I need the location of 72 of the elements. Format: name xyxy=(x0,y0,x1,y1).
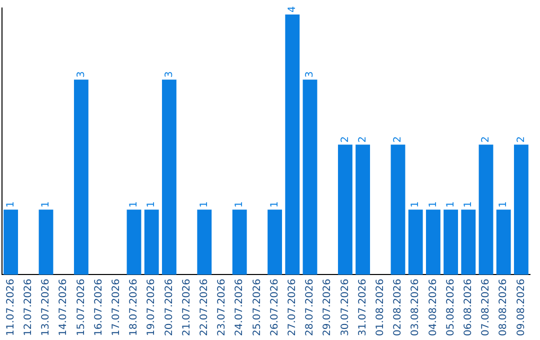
data-label: 1 xyxy=(234,201,246,208)
bar xyxy=(268,210,282,275)
bar xyxy=(390,144,406,275)
x-tick-label: 23.07.2026 xyxy=(216,278,228,336)
x-tick-label: 17.07.2026 xyxy=(110,278,122,336)
bar xyxy=(285,14,300,275)
x-tick-label: 05.08.2026 xyxy=(445,278,456,336)
bar xyxy=(426,210,440,275)
data-label: 1 xyxy=(428,201,439,208)
x-tick-label: 19.07.2026 xyxy=(146,278,158,336)
data-label: 1 xyxy=(410,201,422,208)
data-label: 1 xyxy=(498,201,510,208)
data-label: 1 xyxy=(198,201,210,208)
data-label: 1 xyxy=(5,201,16,208)
bar xyxy=(232,210,247,275)
x-tick-label: 29.07.2026 xyxy=(322,278,334,336)
bar xyxy=(197,210,212,275)
x-tick-label: 25.07.2026 xyxy=(252,278,263,336)
x-tick-label: 27.07.2026 xyxy=(286,278,298,336)
x-tick-label: 30.07.2026 xyxy=(340,278,351,336)
bar xyxy=(338,144,352,275)
bar xyxy=(478,144,494,275)
data-label: 3 xyxy=(164,71,175,78)
x-tick-label: 07.08.2026 xyxy=(480,278,492,336)
x-tick-label: 20.07.2026 xyxy=(164,278,175,336)
x-tick-label: 11.07.2026 xyxy=(5,278,16,336)
bar xyxy=(126,210,142,275)
data-label: 2 xyxy=(516,136,527,143)
bar xyxy=(38,210,54,275)
x-tick-label: 21.07.2026 xyxy=(181,278,192,336)
data-label: 1 xyxy=(128,201,140,208)
x-tick-label: 16.07.2026 xyxy=(93,278,104,336)
data-label: 2 xyxy=(340,136,351,143)
bar xyxy=(408,210,423,275)
x-tick-label: 01.08.2026 xyxy=(374,278,386,336)
bar xyxy=(496,210,511,275)
x-tick-label: 18.07.2026 xyxy=(128,278,140,336)
data-label: 4 xyxy=(286,6,298,13)
data-label: 1 xyxy=(269,201,280,208)
x-tick-label: 31.07.2026 xyxy=(357,278,368,336)
bar xyxy=(444,210,458,275)
x-tick-label: 28.07.2026 xyxy=(304,278,316,336)
bar xyxy=(461,210,476,275)
data-label: 1 xyxy=(462,201,474,208)
x-tick-label: 13.07.2026 xyxy=(40,278,52,336)
data-label: 2 xyxy=(357,136,368,143)
data-label: 1 xyxy=(445,201,456,208)
data-label: 3 xyxy=(304,71,316,78)
bar xyxy=(302,80,318,275)
bar xyxy=(144,210,159,275)
x-tick-label: 04.08.2026 xyxy=(428,278,439,336)
data-label: 3 xyxy=(76,71,87,78)
x-tick-label: 12.07.2026 xyxy=(22,278,34,336)
x-tick-label: 24.07.2026 xyxy=(234,278,246,336)
data-label: 1 xyxy=(146,201,158,208)
x-tick-label: 09.08.2026 xyxy=(516,278,527,336)
x-tick-label: 22.07.2026 xyxy=(198,278,210,336)
x-tick-label: 02.08.2026 xyxy=(392,278,404,336)
bar xyxy=(514,144,528,275)
x-tick-label: 14.07.2026 xyxy=(58,278,70,336)
x-tick-label: 08.08.2026 xyxy=(498,278,510,336)
data-label: 2 xyxy=(392,136,404,143)
bar xyxy=(356,144,370,275)
bar xyxy=(162,80,176,275)
x-tick-label: 06.08.2026 xyxy=(462,278,474,336)
x-tick-label: 15.07.2026 xyxy=(76,278,87,336)
data-label: 2 xyxy=(480,136,492,143)
bar xyxy=(4,210,18,275)
data-label: 1 xyxy=(40,201,52,208)
x-tick-label: 03.08.2026 xyxy=(410,278,422,336)
bar xyxy=(74,80,88,275)
x-tick-label: 26.07.2026 xyxy=(269,278,280,336)
